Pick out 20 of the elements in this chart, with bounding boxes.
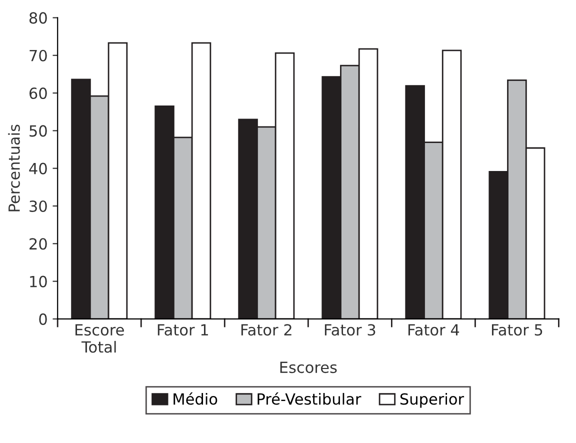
y-tick-label: 30 <box>30 200 47 212</box>
legend-label: Médio <box>174 392 218 405</box>
x-tick-label: Fator 2 <box>241 324 292 336</box>
y-tick-label: 70 <box>30 50 47 62</box>
y-axis-title: Percentuais <box>8 124 20 212</box>
y-tick-label: 20 <box>30 238 47 250</box>
x-tick-label: Fator 4 <box>408 324 460 336</box>
x-tick-label: Fator 3 <box>324 324 376 336</box>
x-tick-label: Fator 5 <box>492 324 542 336</box>
y-tick-label: 50 <box>30 125 47 137</box>
y-tick-label: 80 <box>29 12 47 24</box>
legend-label: Superior <box>400 392 464 408</box>
y-tick-label: 40 <box>29 162 47 174</box>
y-tick-label: 60 <box>30 87 47 100</box>
x-axis-title: Escores <box>280 362 337 374</box>
legend-label: Pré-Vestibular <box>258 392 362 405</box>
x-tick-label: Fator 1 <box>158 324 208 336</box>
y-tick-label: 0 <box>39 313 47 325</box>
x-tick-label: Escore Total <box>76 324 124 353</box>
y-tick-label: 10 <box>30 276 47 288</box>
